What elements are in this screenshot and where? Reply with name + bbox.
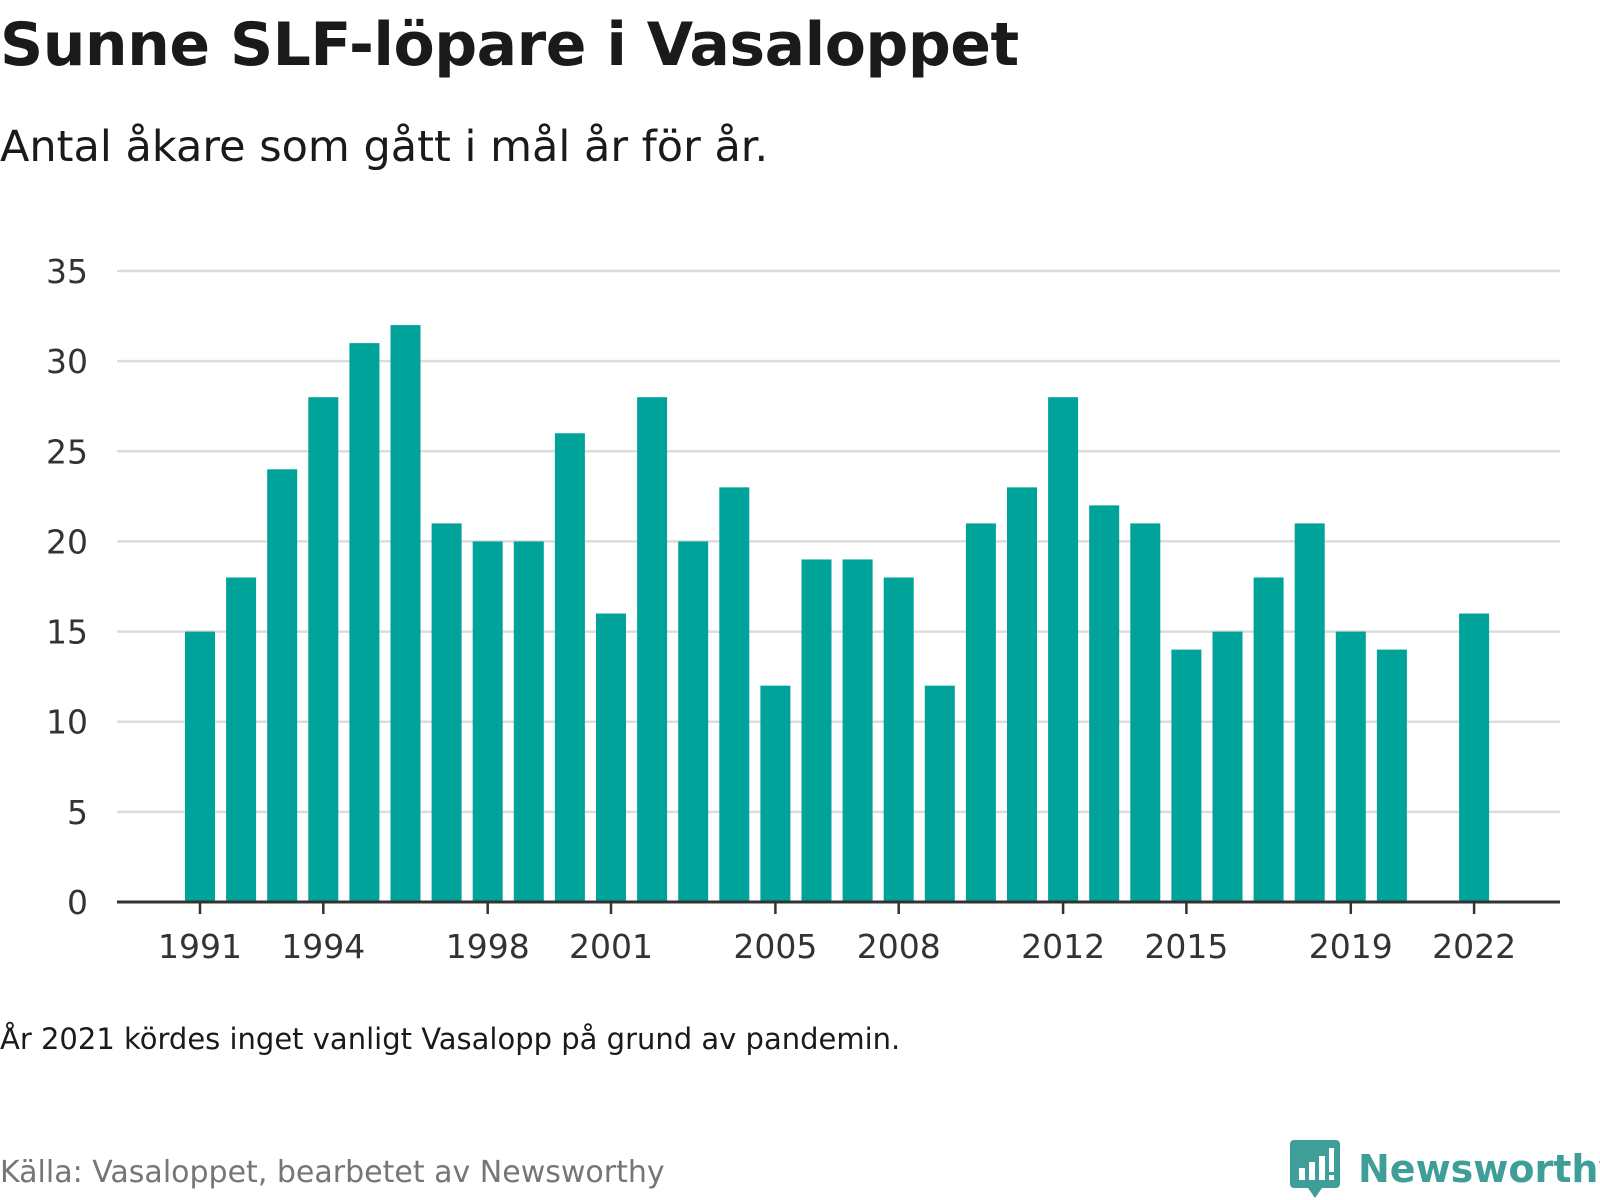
bar-2008 (883, 577, 914, 902)
bar-2020 (1376, 649, 1407, 902)
bar-2011 (1007, 487, 1037, 902)
bar-2015 (1171, 649, 1202, 902)
bar-2006 (801, 559, 832, 902)
bar-2019 (1335, 631, 1366, 902)
y-tick-labels: 0 5 10 15 20 25 30 35 (46, 252, 88, 922)
x-tick-labels: 1991 1994 1998 2001 2005 2008 2012 2015 2019 2022 (158, 902, 1516, 966)
x-tick-label: 1991 (158, 927, 242, 966)
bar-1996 (390, 325, 421, 903)
chart-subtitle: Antal åkare som gått i mål år för år. (0, 122, 769, 172)
bar-1997 (431, 523, 462, 902)
y-tick-label: 5 (67, 793, 88, 832)
brand-logo: Newsworthy (1290, 1140, 1600, 1198)
bar-2018 (1294, 523, 1325, 902)
x-tick-label: 2001 (569, 927, 653, 966)
chart-title: Sunne SLF-löpare i Vasaloppet (0, 10, 1019, 80)
bar-1995 (349, 343, 380, 903)
bar-2009 (924, 685, 955, 902)
x-tick-label: 2008 (857, 927, 941, 966)
bars (185, 325, 1490, 903)
bar-2013 (1089, 505, 1120, 902)
bar-chart-speech-bubble-icon (1290, 1140, 1340, 1198)
bar-2010 (965, 523, 996, 902)
x-tick-label: 2019 (1309, 927, 1393, 966)
bar-2000 (554, 433, 585, 902)
x-tick-label: 2012 (1021, 927, 1105, 966)
x-tick-label: 2015 (1144, 927, 1228, 966)
bar-1998 (472, 541, 503, 902)
bar-2007 (842, 559, 873, 902)
bar-2012 (1048, 397, 1079, 902)
y-tick-label: 0 (67, 883, 88, 922)
bar-2005 (760, 685, 791, 902)
x-tick-label: 2005 (733, 927, 817, 966)
bar-2001 (596, 613, 626, 902)
bar-1991 (185, 631, 215, 902)
footnote: År 2021 kördes inget vanligt Vasalopp på… (0, 1022, 901, 1056)
bar-2022 (1459, 613, 1490, 902)
y-tick-label: 15 (46, 613, 88, 652)
bar-2014 (1130, 523, 1161, 902)
x-tick-label: 1998 (446, 927, 530, 966)
bar-chart: 0 5 10 15 20 25 30 35 1991 1994 1998 2001 2005 2008 2… (46, 252, 1560, 966)
bar-1992 (226, 577, 257, 902)
bar-2004 (719, 487, 750, 902)
x-tick-label: 1994 (281, 927, 365, 966)
y-tick-label: 35 (46, 252, 88, 291)
y-tick-label: 10 (46, 703, 88, 742)
bar-1993 (267, 469, 298, 902)
bar-2003 (678, 541, 709, 902)
y-tick-label: 25 (46, 432, 88, 471)
bar-1999 (513, 541, 544, 902)
source-credit: Källa: Vasaloppet, bearbetet av Newswort… (0, 1155, 665, 1190)
brand-name: Newsworthy (1358, 1147, 1600, 1191)
y-tick-label: 20 (46, 522, 88, 561)
bar-2016 (1212, 631, 1243, 902)
bar-1994 (308, 397, 339, 902)
bar-2002 (637, 397, 668, 902)
bar-2017 (1253, 577, 1284, 902)
y-tick-label: 30 (46, 342, 88, 381)
x-tick-label: 2022 (1432, 927, 1516, 966)
